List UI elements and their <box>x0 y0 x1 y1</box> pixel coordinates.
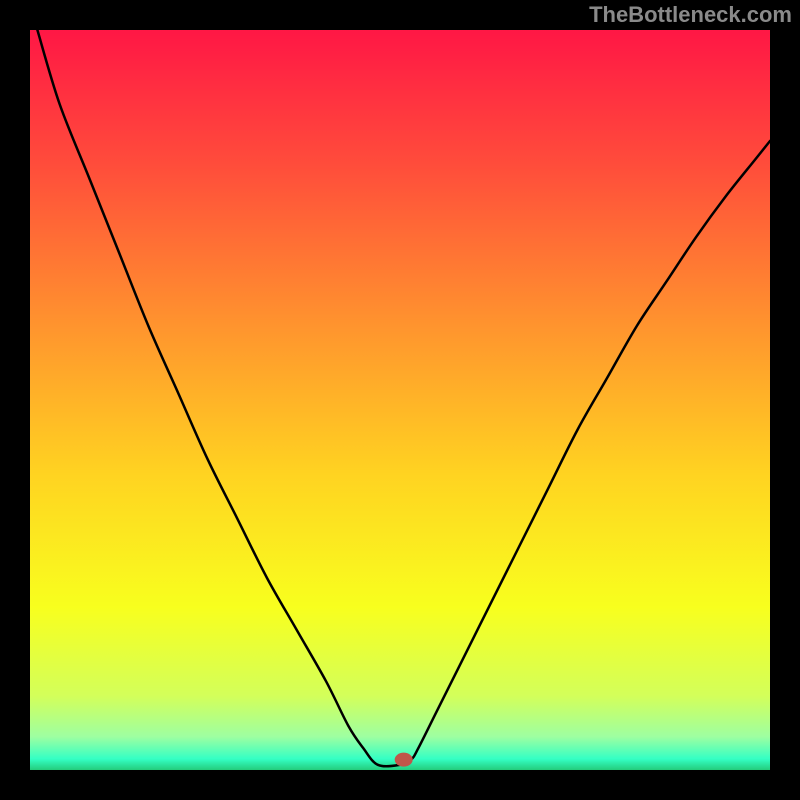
chart-container: TheBottleneck.com <box>0 0 800 800</box>
watermark-text: TheBottleneck.com <box>589 2 792 28</box>
optimal-point-marker <box>395 753 413 767</box>
bottleneck-chart <box>0 0 800 800</box>
plot-background <box>30 30 770 770</box>
